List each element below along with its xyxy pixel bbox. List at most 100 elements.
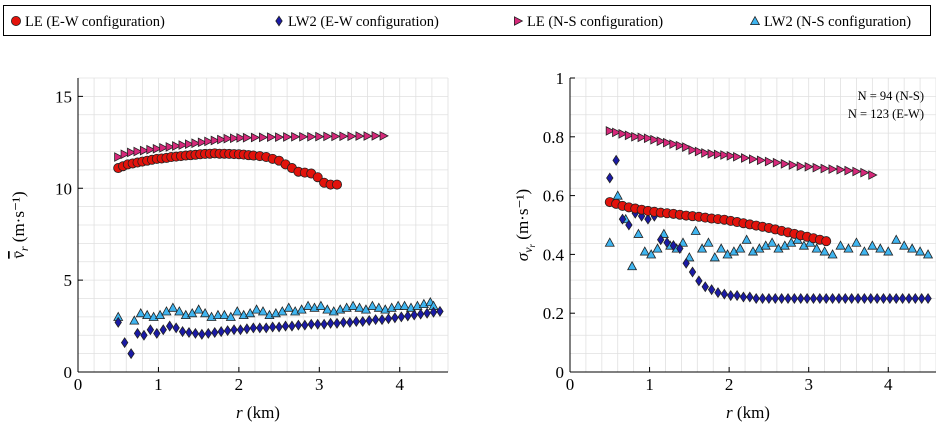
data-point xyxy=(275,132,285,143)
data-point xyxy=(911,292,919,305)
data-point xyxy=(355,131,365,141)
data-point xyxy=(658,228,669,238)
data-point xyxy=(251,304,262,314)
series-1 xyxy=(114,305,444,360)
series-2 xyxy=(605,126,878,180)
y-tick-label: 0.2 xyxy=(543,304,564,323)
data-point xyxy=(860,292,869,305)
legend-entry: LW2 (N-S configuration) xyxy=(749,14,911,30)
data-point xyxy=(892,292,900,305)
data-point xyxy=(827,249,838,259)
data-point xyxy=(652,243,663,253)
data-point xyxy=(859,246,870,256)
data-point xyxy=(312,172,323,183)
data-point xyxy=(790,292,799,305)
plot-velocity-std: 0 1 2 3 4 0 0.2 0.4 0.6 0.8 1 r (km) σvr (m·s⁻¹) N = … xyxy=(513,69,936,422)
data-point xyxy=(191,138,201,149)
data-point xyxy=(688,266,697,278)
data-point xyxy=(836,164,846,175)
legend-marker xyxy=(749,15,761,26)
data-point xyxy=(404,310,412,322)
x-tick-label: 3 xyxy=(804,375,813,394)
data-point xyxy=(193,304,204,314)
data-point xyxy=(701,281,709,293)
data-point xyxy=(436,305,444,317)
data-point xyxy=(185,326,193,339)
series-2 xyxy=(114,131,389,162)
data-point xyxy=(707,284,716,296)
data-point xyxy=(767,237,778,247)
data-point xyxy=(223,325,232,337)
data-point xyxy=(777,292,786,305)
data-point xyxy=(399,300,410,310)
y-tick-label: 1 xyxy=(556,69,565,88)
data-point xyxy=(378,314,386,326)
data-point xyxy=(618,128,628,139)
data-point xyxy=(637,132,647,143)
data-point xyxy=(197,137,208,148)
data-point xyxy=(262,322,270,334)
data-point xyxy=(379,131,389,141)
data-point xyxy=(120,337,129,349)
data-point xyxy=(314,318,322,330)
data-point xyxy=(828,164,838,175)
data-point xyxy=(232,306,243,316)
data-point xyxy=(675,140,686,151)
x-tick-label: 2 xyxy=(725,375,734,394)
data-point xyxy=(707,148,717,159)
data-point xyxy=(709,252,720,262)
data-point xyxy=(703,237,714,247)
data-point xyxy=(820,163,830,174)
data-point xyxy=(133,146,143,157)
data-point xyxy=(236,133,246,143)
data-point xyxy=(612,190,623,200)
x-axis-label: r (km) xyxy=(726,403,770,422)
data-point xyxy=(780,158,791,169)
data-point xyxy=(184,139,195,150)
data-point xyxy=(749,154,759,165)
data-point xyxy=(384,313,393,325)
legend-marker xyxy=(275,15,283,27)
data-point xyxy=(726,151,736,161)
data-point xyxy=(307,318,315,330)
data-point xyxy=(250,132,261,143)
data-point xyxy=(348,300,359,310)
data-point xyxy=(288,320,296,332)
data-point xyxy=(416,308,425,320)
data-point xyxy=(139,145,150,156)
data-point xyxy=(758,292,767,305)
data-point xyxy=(225,311,236,321)
data-point xyxy=(323,131,333,142)
data-point xyxy=(788,160,799,170)
data-point xyxy=(720,150,730,160)
data-point xyxy=(307,131,317,142)
data-point xyxy=(331,179,342,190)
data-point xyxy=(821,236,832,247)
data-point xyxy=(860,167,870,178)
data-point xyxy=(922,249,934,259)
data-point xyxy=(741,153,751,163)
data-point xyxy=(322,304,333,314)
data-point xyxy=(283,132,293,142)
data-point xyxy=(733,151,743,162)
data-point xyxy=(291,131,301,142)
x-tick-label: 0 xyxy=(566,375,575,394)
data-point xyxy=(631,131,641,142)
data-point xyxy=(140,329,148,341)
data-point xyxy=(746,291,754,303)
data-point xyxy=(752,292,760,305)
x-tick-label: 2 xyxy=(235,375,244,394)
data-point xyxy=(373,302,384,312)
data-point xyxy=(714,287,722,299)
data-point xyxy=(174,306,185,316)
data-point xyxy=(359,315,367,327)
data-point xyxy=(844,165,854,176)
legend-canvas: LE (E-W configuration) LW2 (E-W configura… xyxy=(11,14,911,30)
data-point xyxy=(867,292,875,305)
x-tick-label: 3 xyxy=(315,375,324,394)
data-point xyxy=(727,290,735,302)
data-point xyxy=(873,292,881,305)
data-point xyxy=(172,322,180,334)
data-point xyxy=(217,134,227,145)
data-point xyxy=(172,141,182,151)
